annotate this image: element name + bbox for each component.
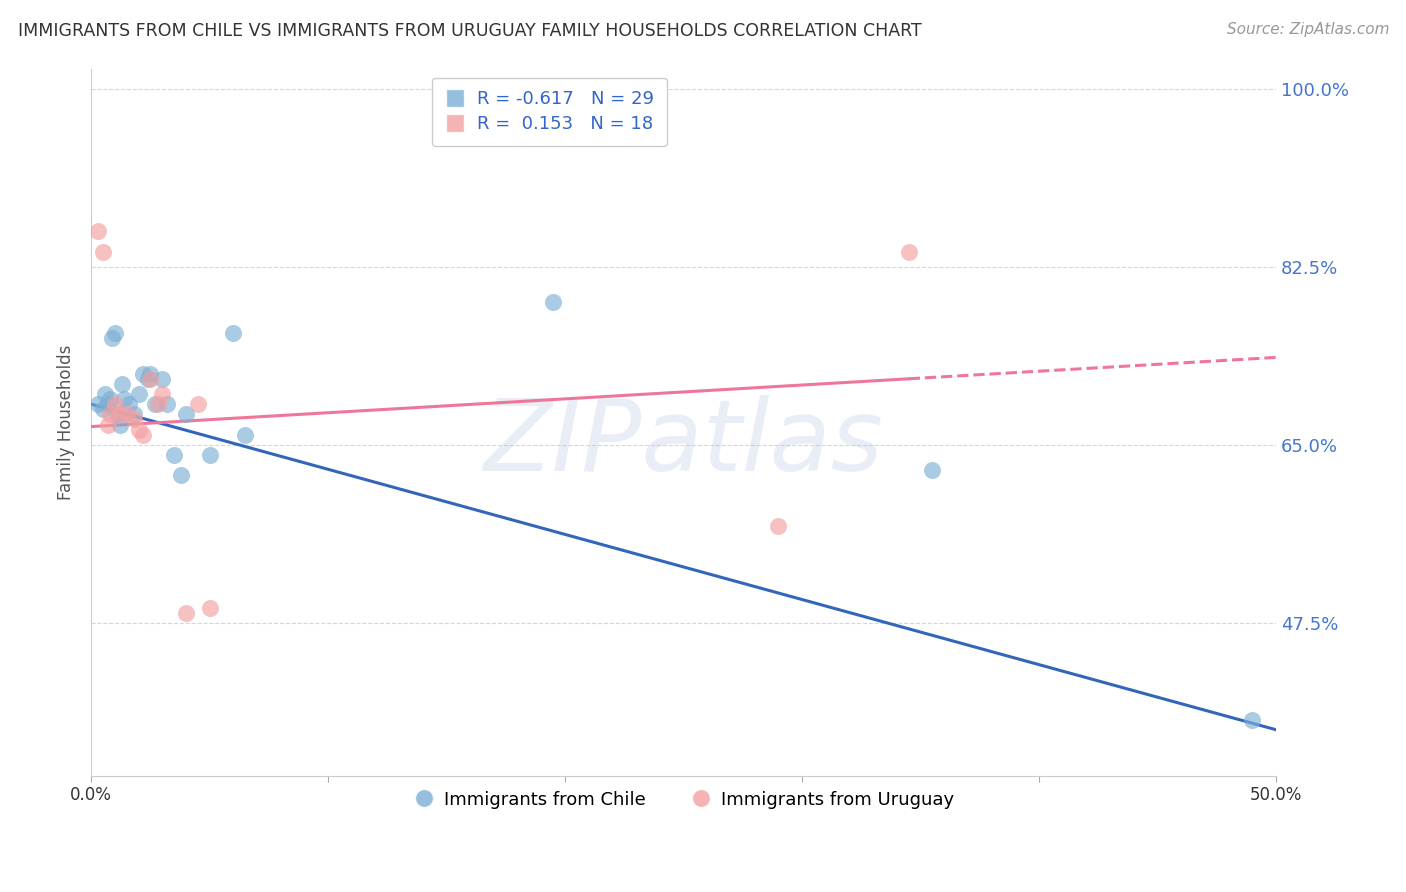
Point	[541, 295, 564, 310]
Point	[897, 244, 920, 259]
Point	[1241, 713, 1264, 727]
Point	[87, 397, 110, 411]
Point	[104, 397, 127, 411]
Point	[94, 387, 117, 401]
Point	[97, 417, 120, 432]
Point	[187, 397, 209, 411]
Point	[174, 606, 197, 620]
Point	[146, 397, 169, 411]
Point	[132, 427, 155, 442]
Point	[111, 376, 134, 391]
Point	[136, 372, 159, 386]
Point	[97, 397, 120, 411]
Point	[768, 519, 790, 533]
Legend: Immigrants from Chile, Immigrants from Uruguay: Immigrants from Chile, Immigrants from U…	[406, 783, 962, 816]
Point	[150, 387, 173, 401]
Point	[118, 397, 141, 411]
Text: Source: ZipAtlas.com: Source: ZipAtlas.com	[1226, 22, 1389, 37]
Point	[122, 408, 145, 422]
Point	[143, 397, 166, 411]
Point	[122, 412, 145, 426]
Point	[198, 600, 221, 615]
Point	[921, 463, 943, 477]
Text: IMMIGRANTS FROM CHILE VS IMMIGRANTS FROM URUGUAY FAMILY HOUSEHOLDS CORRELATION C: IMMIGRANTS FROM CHILE VS IMMIGRANTS FROM…	[18, 22, 922, 40]
Point	[98, 392, 121, 406]
Point	[170, 468, 193, 483]
Text: ZIPatlas: ZIPatlas	[484, 395, 883, 491]
Point	[87, 224, 110, 238]
Point	[174, 408, 197, 422]
Point	[233, 427, 256, 442]
Point	[112, 392, 135, 406]
Point	[139, 367, 162, 381]
Point	[198, 448, 221, 462]
Point	[108, 408, 131, 422]
Point	[156, 397, 179, 411]
Point	[163, 448, 186, 462]
Point	[98, 408, 121, 422]
Point	[128, 387, 150, 401]
Point	[91, 244, 114, 259]
Point	[128, 423, 150, 437]
Point	[104, 326, 127, 340]
Y-axis label: Family Households: Family Households	[58, 344, 75, 500]
Point	[150, 372, 173, 386]
Point	[222, 326, 245, 340]
Point	[101, 331, 124, 345]
Point	[132, 367, 155, 381]
Point	[139, 372, 162, 386]
Point	[115, 408, 138, 422]
Point	[108, 417, 131, 432]
Point	[91, 402, 114, 417]
Point	[105, 408, 128, 422]
